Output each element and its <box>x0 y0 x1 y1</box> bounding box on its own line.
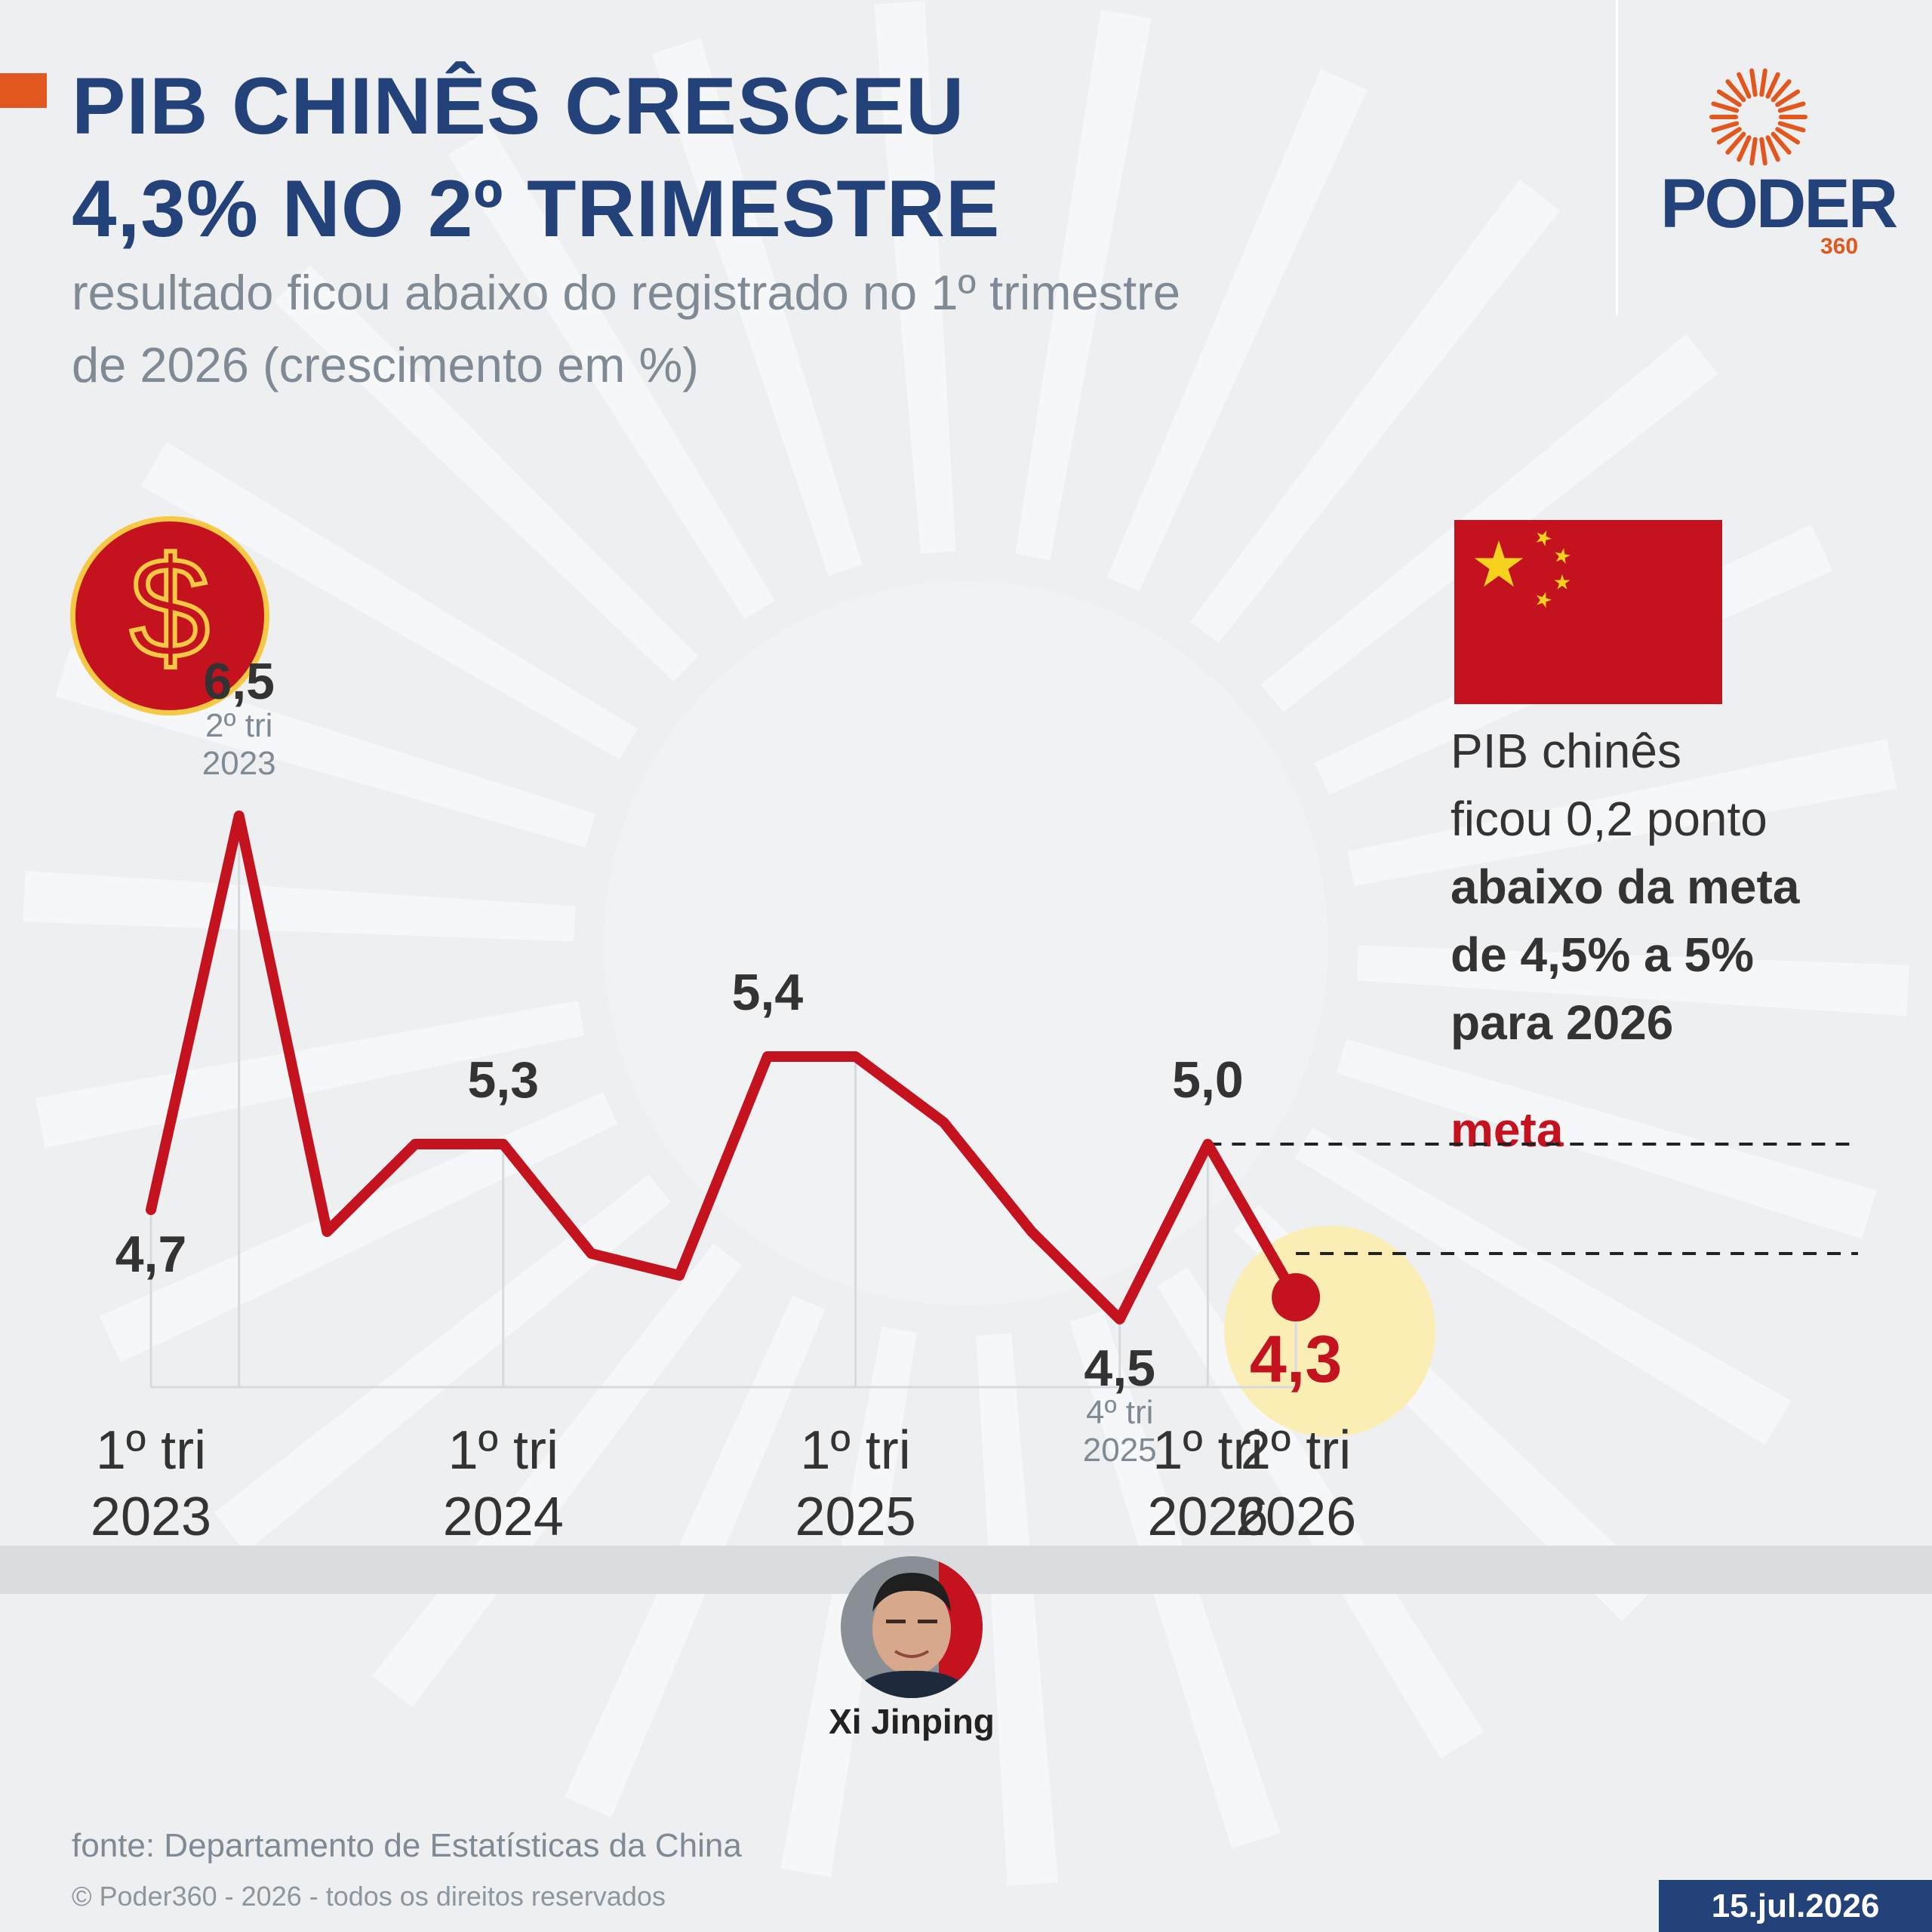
annotation-line-2: ficou 0,2 ponto <box>1451 792 1767 846</box>
logo-ray <box>1711 121 1740 133</box>
background-ray <box>1294 1127 1792 1445</box>
background-ray <box>214 1174 672 1553</box>
x-tick-label: 2º tri 2026 <box>1235 1420 1356 1547</box>
logo-ray <box>1749 137 1758 166</box>
background-ray <box>1356 945 1909 1017</box>
highlight-circle <box>1224 1226 1436 1437</box>
annotation-line-3: abaixo da meta <box>1451 860 1800 914</box>
background-ray <box>1336 1038 1877 1239</box>
sun-rays-logo-icon <box>1709 68 1807 166</box>
background-ray <box>23 870 576 942</box>
annotation-line-4: de 4,5% a 5% <box>1451 928 1754 982</box>
data-label: 4,7 <box>115 1226 187 1283</box>
title-line-2: 4,3% NO 2º TRIMESTRE <box>72 163 1001 254</box>
background-ray <box>140 441 638 760</box>
flag-star <box>1536 530 1552 546</box>
logo-ray <box>1777 121 1806 133</box>
x-tick-label: 1º tri 2024 <box>443 1420 564 1547</box>
logo-ray <box>1749 68 1758 97</box>
logo-ray <box>1759 68 1767 97</box>
background-ray <box>1015 9 1152 561</box>
logo-ray <box>1765 72 1780 99</box>
logo-ray <box>1759 137 1767 166</box>
data-label: 5,4 <box>732 964 804 1021</box>
logo-ray <box>1737 135 1752 162</box>
x-tick-label: 1º tri 2025 <box>795 1420 916 1547</box>
logo-wordmark: PODER <box>1660 165 1898 242</box>
data-label: 5,3 <box>468 1051 540 1109</box>
background-ray <box>1347 738 1897 887</box>
data-label-sub: 4º tri <box>1086 1394 1153 1431</box>
data-label: 4,3 <box>1250 1321 1342 1396</box>
page-title: PIB CHINÊS CRESCEU 4,3% NO 2º TRIMESTRE <box>72 54 1000 260</box>
background-ray <box>873 1 956 554</box>
logo-ray <box>1716 89 1742 107</box>
logo-ray <box>1775 127 1801 145</box>
logo-number: 360 <box>1820 234 1859 259</box>
background-ray <box>651 38 863 576</box>
x-tick-label: 1º tri 2023 <box>91 1420 211 1547</box>
logo-ray <box>1765 135 1780 162</box>
xi-jinping-photo <box>841 1556 983 1698</box>
logo-ray <box>1725 131 1746 155</box>
flag-star <box>1554 574 1571 589</box>
background-ray <box>1157 1267 1484 1759</box>
poder360-logo: PODER 360 <box>1653 68 1898 264</box>
flag-star <box>1537 592 1552 608</box>
logo-ray <box>1770 79 1792 103</box>
background-ray <box>1106 69 1367 592</box>
page-subtitle: resultado ficou abaixo do registrado no … <box>72 257 1430 401</box>
date-badge: 15.jul.2026 <box>1659 1880 1932 1932</box>
logo-ray <box>1725 79 1746 103</box>
photo-caption: Xi Jinping <box>829 1702 995 1741</box>
source-note: fonte: Departamento de Estatísticas da C… <box>72 1827 742 1864</box>
series-line <box>146 811 1302 1324</box>
logo-ray <box>1737 72 1752 99</box>
background-ray <box>976 1333 1059 1886</box>
background-ray <box>448 128 775 620</box>
header-divider <box>1616 0 1618 315</box>
dollar-symbol: $ <box>130 528 210 688</box>
accent-bar <box>0 73 47 108</box>
title-line-1: PIB CHINÊS CRESCEU <box>72 60 965 151</box>
annotation-line-5: para 2026 <box>1451 995 1674 1050</box>
data-label: 6,5 <box>203 653 275 710</box>
subtitle-line-2: de 2026 (crescimento em %) <box>72 337 699 392</box>
last-point-marker <box>1272 1273 1321 1321</box>
x-tick-label: 1º tri 2026 <box>1147 1420 1268 1547</box>
background-ray <box>99 1091 618 1363</box>
background-ray <box>274 265 699 682</box>
annotation-text: PIB chinês ficou 0,2 ponto abaixo da met… <box>1451 717 1873 1057</box>
annotation-line-1: PIB chinês <box>1451 724 1681 778</box>
data-label: 4,5 <box>1084 1340 1155 1397</box>
data-label-sub: 2023 <box>202 745 276 782</box>
logo-ray <box>1770 131 1792 155</box>
flag-star <box>1474 540 1524 587</box>
data-label-sub: 2025 <box>1083 1432 1157 1469</box>
logo-ray <box>1716 127 1742 145</box>
logo-ray <box>1777 101 1806 113</box>
china-flag-icon <box>1454 520 1722 704</box>
flag-star <box>1555 548 1571 564</box>
logo-ray <box>1711 101 1740 113</box>
dollar-coin-icon: $ <box>70 516 269 715</box>
target-range-label: meta <box>1451 1103 1564 1157</box>
logo-ray <box>1775 89 1801 107</box>
subtitle-line-1: resultado ficou abaixo do registrado no … <box>72 265 1180 320</box>
copyright-note: © Poder360 - 2026 - todos os direitos re… <box>72 1881 666 1912</box>
data-label-sub: 2º tri <box>205 707 272 744</box>
data-label: 5,0 <box>1172 1051 1244 1109</box>
background-ray <box>1190 179 1561 643</box>
